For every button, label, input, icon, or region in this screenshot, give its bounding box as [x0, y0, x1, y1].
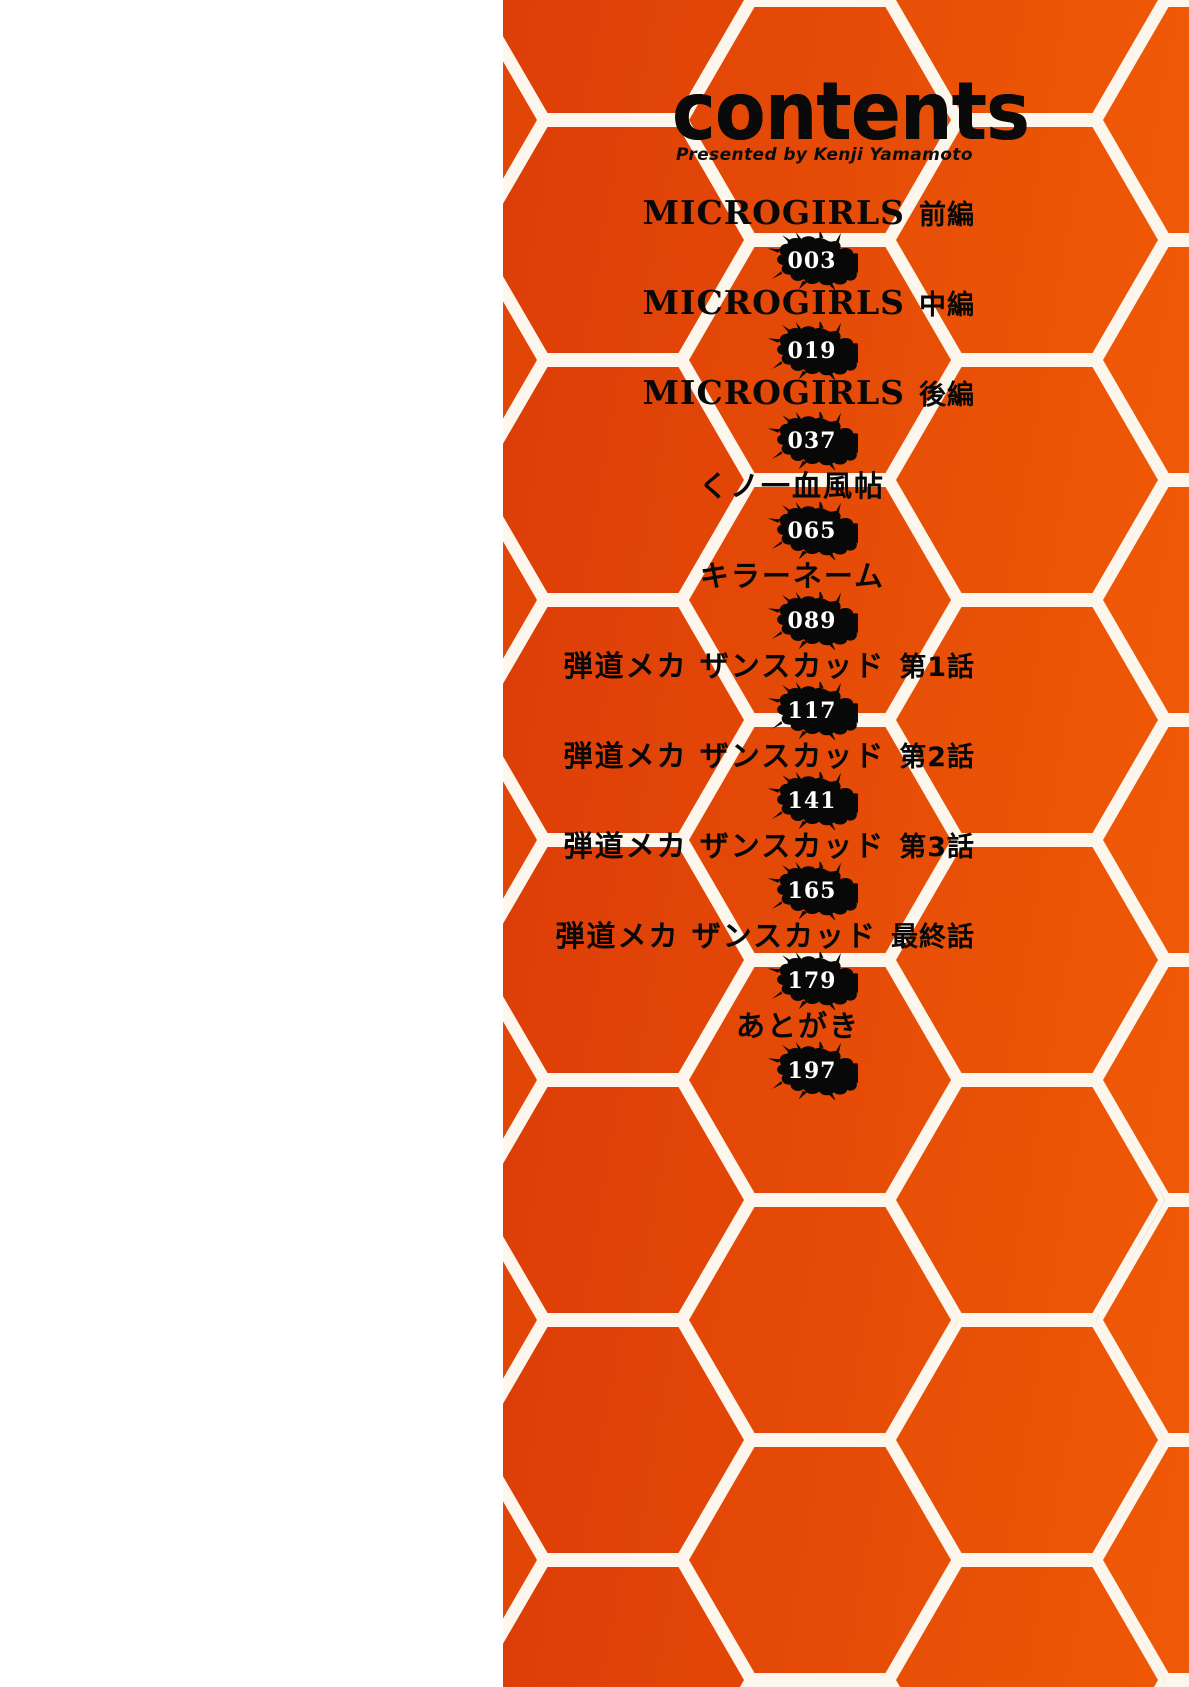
page-number: 197	[787, 1058, 837, 1084]
toc-entry-suffix: 前編	[919, 200, 975, 231]
hex-cell	[1096, 1440, 1189, 1680]
toc-entry-title: あとがき	[735, 1009, 860, 1043]
toc-entry[interactable]: MICROGIRLS 前編	[275, 193, 975, 232]
ink-splat-icon	[767, 862, 858, 920]
toc-entry-title: 弾道メカ ザンスカッド	[563, 829, 886, 863]
toc-entry[interactable]: MICROGIRLS 後編	[275, 373, 975, 412]
ink-splat-icon	[767, 502, 858, 560]
toc-entry[interactable]: 弾道メカ ザンスカッド 第3話	[275, 823, 975, 865]
page-number: 165	[787, 878, 837, 904]
page-number: 065	[787, 518, 837, 544]
hex-cell	[1096, 240, 1189, 480]
toc-entry[interactable]: あとがき	[160, 1003, 860, 1045]
ink-splat-icon	[767, 412, 858, 470]
toc-entry[interactable]: キラーネーム	[185, 553, 885, 595]
hex-cell	[1096, 1200, 1189, 1440]
hex-cell	[1096, 1680, 1189, 1687]
toc-entry[interactable]: 弾道メカ ザンスカッド 最終話	[275, 913, 975, 955]
page-number: 019	[787, 338, 837, 364]
toc-entry-title: くノ一血風帖	[698, 469, 885, 503]
toc-entry-title: MICROGIRLS	[642, 283, 905, 322]
toc-entry-suffix: 第3話	[899, 832, 975, 863]
hex-cell	[1096, 0, 1189, 240]
page-number-splat[interactable]: 089	[766, 592, 858, 650]
page-number: 003	[787, 248, 837, 274]
toc-entry-suffix: 第1話	[899, 652, 975, 683]
page-number-splat[interactable]: 117	[766, 682, 858, 740]
toc-entry-title: MICROGIRLS	[642, 193, 905, 232]
author-credit: Presented by Kenji Yamamoto	[676, 145, 973, 165]
toc-entry-suffix: 最終話	[891, 922, 975, 953]
page-title: contents	[672, 65, 1030, 159]
toc-entry-title: 弾道メカ ザンスカッド	[563, 739, 886, 773]
ink-splat-icon	[767, 232, 858, 290]
hex-cell	[1096, 960, 1189, 1200]
page-number-splat[interactable]: 179	[766, 952, 858, 1010]
page-number-splat[interactable]: 165	[766, 862, 858, 920]
ink-splat-icon	[767, 322, 858, 380]
hex-cell	[682, 720, 958, 960]
page-number-splat[interactable]: 037	[766, 412, 858, 470]
page-number-splat[interactable]: 019	[766, 322, 858, 380]
ink-splat-icon	[767, 682, 858, 740]
toc-entry-title: キラーネーム	[699, 559, 885, 593]
toc-entry[interactable]: MICROGIRLS 中編	[275, 283, 975, 322]
toc-entry-suffix: 後編	[919, 380, 975, 411]
page-number-splat[interactable]: 141	[766, 772, 858, 830]
toc-entry[interactable]: 弾道メカ ザンスカッド 第1話	[275, 643, 975, 685]
page-number-splat[interactable]: 065	[766, 502, 858, 560]
hex-cell	[1096, 720, 1189, 960]
page-number-splat[interactable]: 197	[766, 1042, 858, 1100]
page-number: 179	[787, 968, 837, 994]
toc-entry-suffix: 第2話	[899, 742, 975, 773]
hex-cell	[1096, 480, 1189, 720]
toc-entry[interactable]: くノ一血風帖	[185, 463, 885, 505]
toc-entry-title: 弾道メカ ザンスカッド	[563, 649, 886, 683]
page-number: 141	[787, 788, 837, 814]
ink-splat-icon	[767, 1042, 858, 1100]
page-number: 117	[787, 698, 837, 724]
ink-splat-icon	[767, 952, 858, 1010]
page-number: 037	[787, 428, 837, 454]
page-number-splat[interactable]: 003	[766, 232, 858, 290]
hex-cell	[682, 1680, 958, 1687]
ink-splat-icon	[767, 772, 858, 830]
hex-cell	[503, 1320, 751, 1560]
toc-entry-title: 弾道メカ ザンスカッド	[555, 919, 877, 953]
hexagon-pattern	[503, 0, 1189, 1687]
toc-entry-suffix: 中編	[919, 290, 975, 321]
toc-entry-title: MICROGIRLS	[642, 373, 905, 412]
page-number: 089	[787, 608, 837, 634]
ink-splat-icon	[767, 592, 858, 650]
toc-entry[interactable]: 弾道メカ ザンスカッド 第2話	[275, 733, 975, 775]
